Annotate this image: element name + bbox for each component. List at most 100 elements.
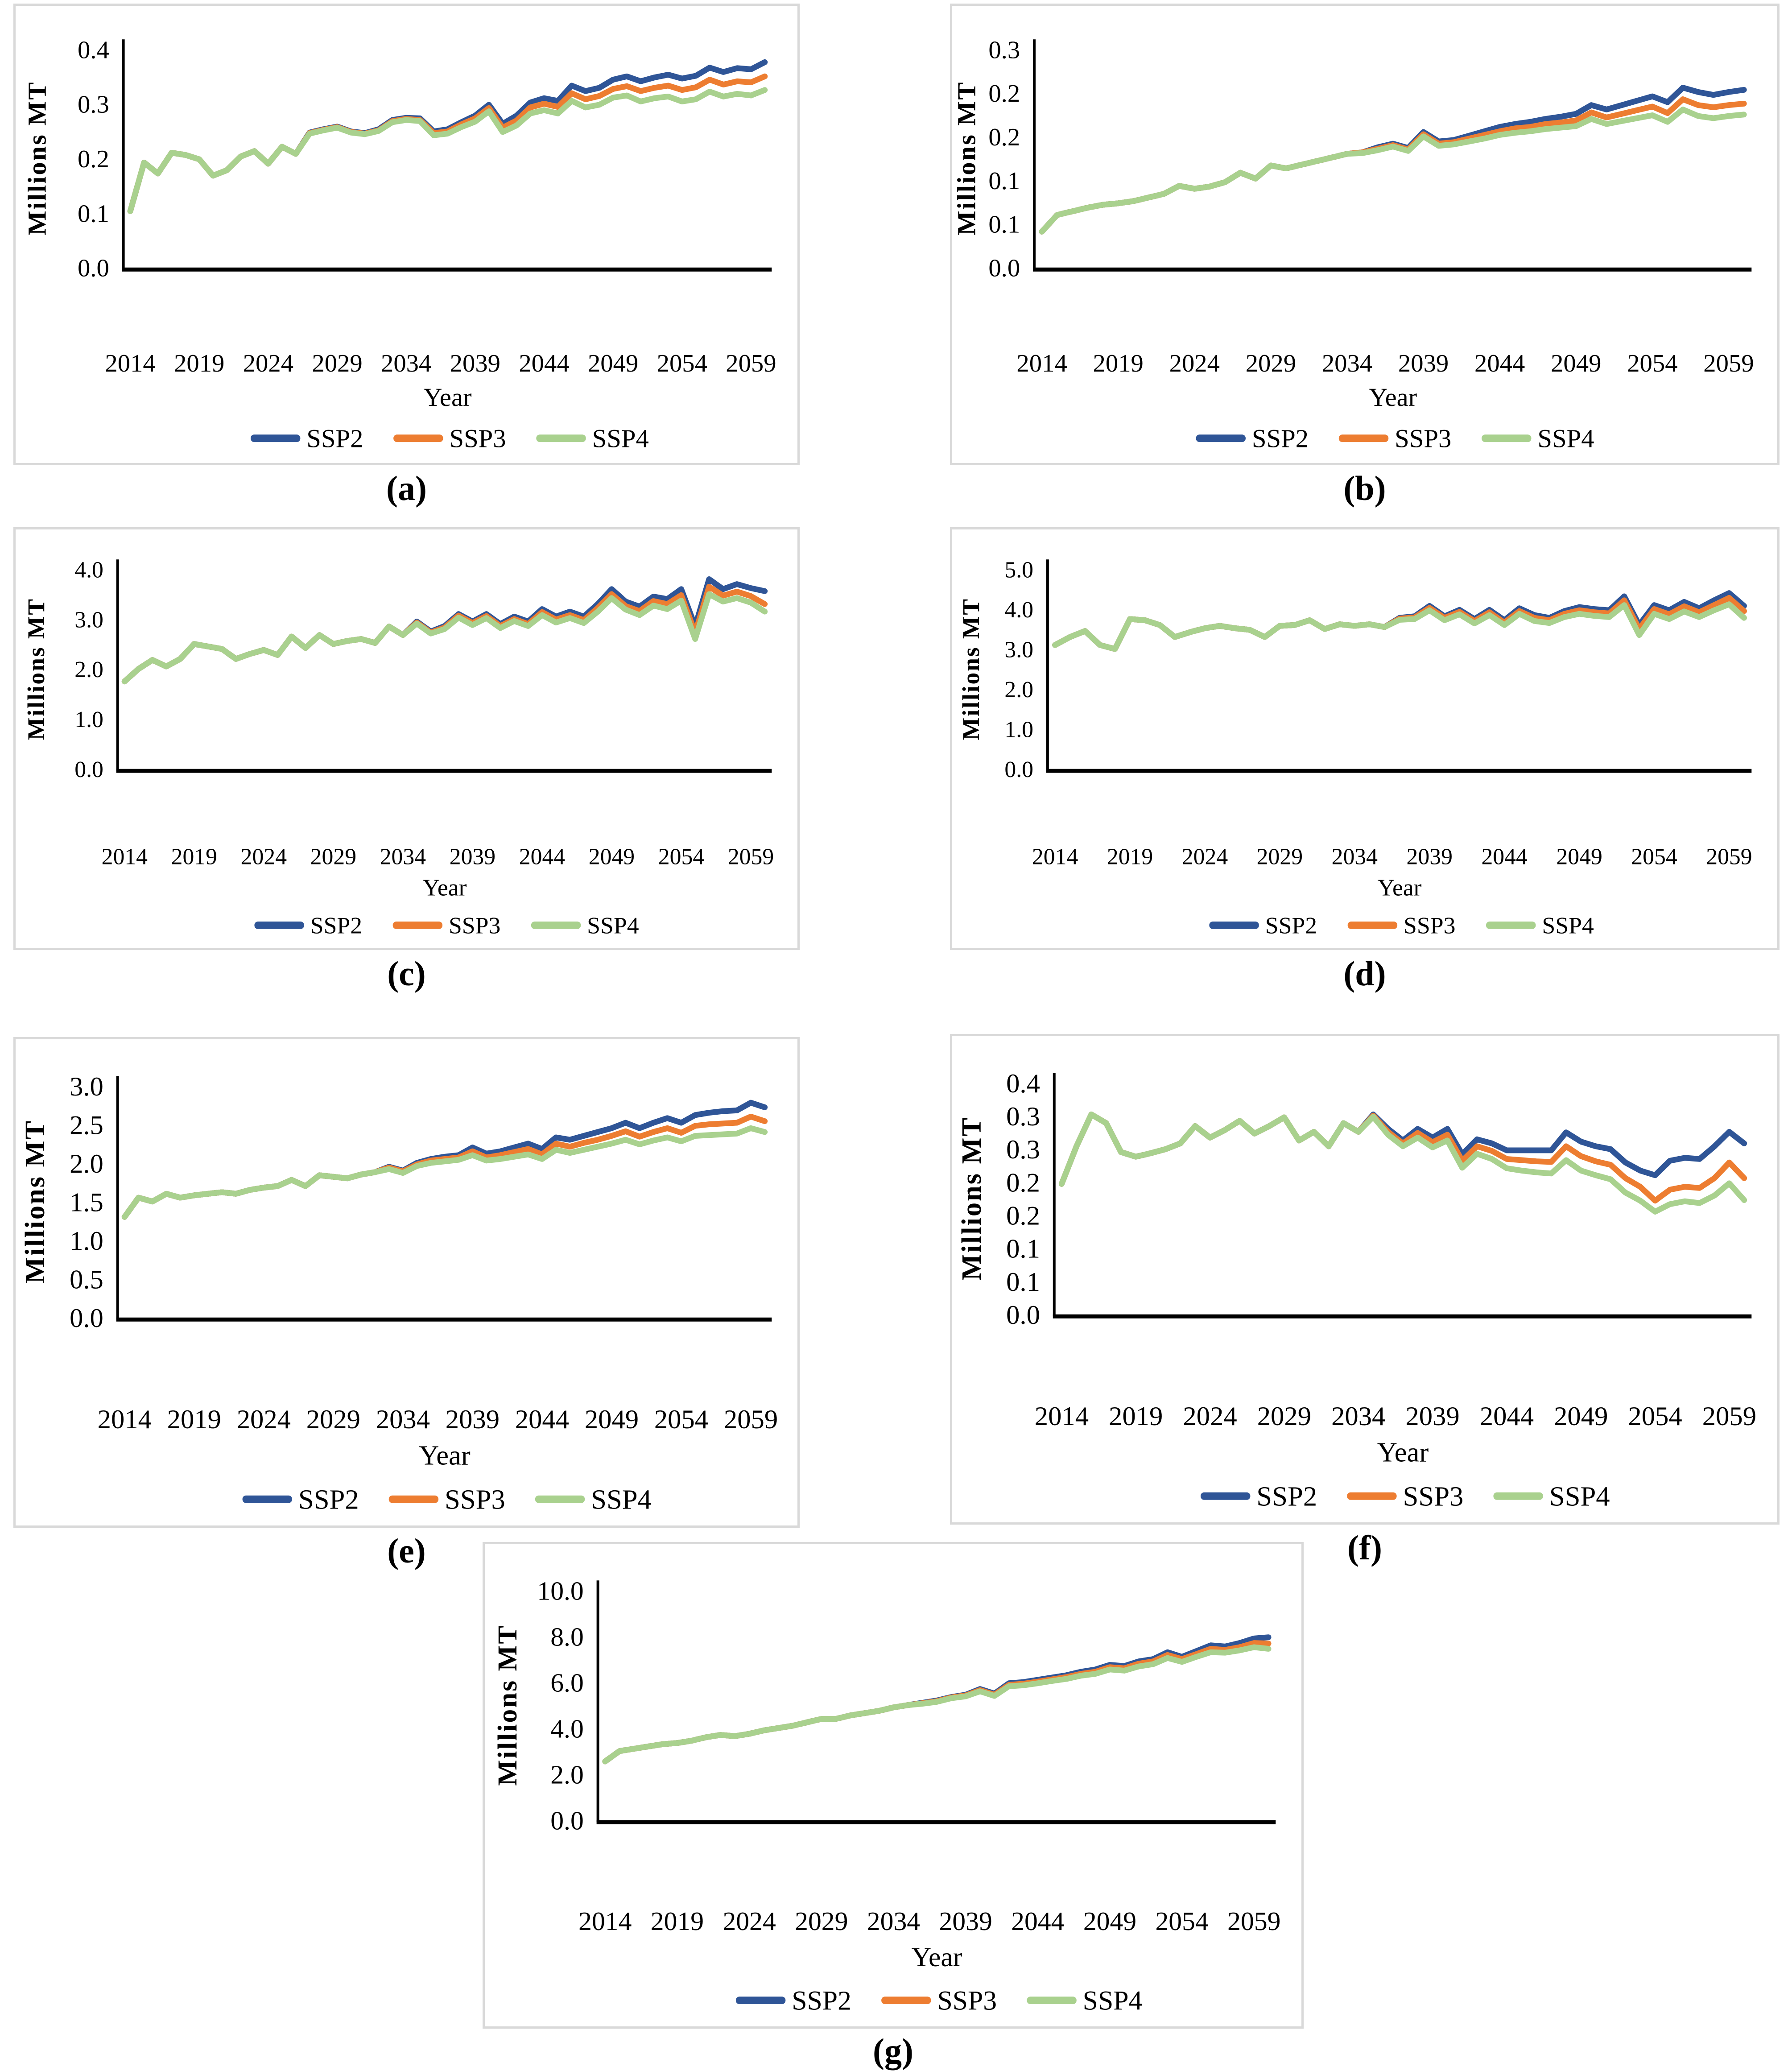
y-tick-label: 4.0 xyxy=(74,558,103,583)
legend-label-ssp3: SSP3 xyxy=(1395,424,1451,453)
x-tick-label: 2014 xyxy=(98,1405,152,1434)
y-tick-label: 0.4 xyxy=(1006,1069,1040,1099)
x-tick-label: 2049 xyxy=(588,350,638,377)
x-tick-label: 2019 xyxy=(1107,844,1153,870)
legend-label-ssp2: SSP2 xyxy=(792,1986,851,2016)
legend-swatch-ssp2 xyxy=(242,1495,292,1503)
x-axis-title: Year xyxy=(419,1440,471,1471)
x-axis-title: Year xyxy=(423,383,471,412)
x-tick-label: 2024 xyxy=(241,844,287,870)
chart-panel-c: 4.0 3.0 2.0 1.0 0.0 2014 2019 2024 2029 2034 2039 2… xyxy=(13,527,800,950)
chart-panel-d: 5.0 4.0 3.0 2.0 1.0 0.0 2014 2019 2024 2029 2034 20… xyxy=(950,527,1780,950)
x-tick-label: 2034 xyxy=(376,1405,430,1434)
x-tick-label: 2034 xyxy=(381,350,431,377)
legend-label-ssp2: SSP2 xyxy=(298,1484,359,1515)
x-tick-label: 2039 xyxy=(446,1405,500,1434)
x-tick-label: 2059 xyxy=(726,350,776,377)
panel-caption-a: (a) xyxy=(386,469,427,508)
y-tick-label: 0.1 xyxy=(988,167,1020,195)
legend-swatch-ssp3 xyxy=(388,1495,439,1503)
y-axis-title: Millions MT xyxy=(958,598,984,740)
chart-panel-f: 0.4 0.3 0.3 0.2 0.2 0.1 0.1 0.0 2014 2019 2024 2029… xyxy=(950,1034,1780,1525)
x-tick-label: 2039 xyxy=(450,844,495,870)
x-tick-label: 2059 xyxy=(1702,1401,1756,1431)
legend-label-ssp2: SSP2 xyxy=(306,424,363,453)
x-tick-label: 2054 xyxy=(654,1405,708,1434)
x-tick-label: 2029 xyxy=(1257,1401,1311,1431)
y-axis-title: Millions MT xyxy=(19,1120,50,1283)
x-axis-title: Year xyxy=(423,874,467,901)
y-tick-label: 0.4 xyxy=(78,36,109,64)
legend-label-ssp4: SSP4 xyxy=(1542,912,1594,939)
x-tick-label: 2044 xyxy=(519,350,569,377)
x-tick-label: 2014 xyxy=(105,350,155,377)
legend-label-ssp2: SSP2 xyxy=(310,912,362,939)
series-line-ssp4 xyxy=(1058,1112,1747,1215)
y-tick-label: 0.3 xyxy=(78,91,109,119)
line-chart-g: 10.0 8.0 6.0 4.0 2.0 0.0 2014 2019 2024 2029 2034 2… xyxy=(492,1576,1281,2016)
legend-label-ssp3: SSP3 xyxy=(1404,912,1455,939)
x-tick-label: 2059 xyxy=(1703,350,1754,377)
x-tick-label: 2049 xyxy=(585,1405,639,1434)
y-tick-label: 0.1 xyxy=(78,200,109,227)
x-tick-label: 2019 xyxy=(171,844,217,870)
x-tick-label: 2054 xyxy=(1627,350,1677,377)
series-line-ssp4 xyxy=(121,591,768,685)
y-axis-title: Millions MT xyxy=(23,81,52,236)
legend-label-ssp4: SSP4 xyxy=(1537,424,1594,453)
legend-label-ssp4: SSP4 xyxy=(587,912,639,939)
panel-caption-d: (d) xyxy=(1343,954,1386,993)
x-tick-label: 2019 xyxy=(1109,1401,1163,1431)
legend-swatch-ssp2 xyxy=(254,921,304,929)
y-axis-title: Millions MT xyxy=(952,81,981,236)
x-tick-label: 2029 xyxy=(795,1906,848,1936)
x-tick-label: 2024 xyxy=(1182,844,1228,870)
legend-swatch-ssp4 xyxy=(531,921,581,929)
legend-swatch-ssp2 xyxy=(250,434,301,442)
panel-caption-g: (g) xyxy=(873,2031,913,2070)
panel-caption-c: (c) xyxy=(387,954,426,993)
y-tick-label: 0.0 xyxy=(78,255,109,282)
y-tick-label: 0.0 xyxy=(74,757,103,782)
y-tick-label: 3.0 xyxy=(74,607,103,632)
y-tick-label: 0.2 xyxy=(78,145,109,173)
chart-panel-b: 0.3 0.2 0.2 0.1 0.1 0.0 2014 2019 2024 2029 2034 20… xyxy=(950,4,1780,465)
x-tick-label: 2024 xyxy=(723,1906,776,1936)
x-tick-label: 2029 xyxy=(306,1405,360,1434)
x-axis-title: Year xyxy=(1369,383,1417,412)
series-line-ssp4 xyxy=(602,1644,1272,1765)
x-tick-label: 2014 xyxy=(1035,1401,1089,1431)
legend-label-ssp2: SSP2 xyxy=(1265,912,1317,939)
chart-panel-e: 3.0 2.5 2.0 1.5 1.0 0.5 0.0 2014 2019 2024 2029 203… xyxy=(13,1037,800,1528)
x-tick-label: 2059 xyxy=(1706,844,1752,870)
x-tick-label: 2019 xyxy=(167,1405,221,1434)
y-tick-label: 3.0 xyxy=(1004,637,1033,663)
y-tick-label: 8.0 xyxy=(550,1622,584,1652)
y-tick-label: 1.0 xyxy=(74,707,103,732)
legend-swatch-ssp4 xyxy=(1493,1492,1543,1500)
x-tick-label: 2049 xyxy=(1551,350,1601,377)
y-tick-label: 0.1 xyxy=(988,211,1020,239)
x-tick-label: 2059 xyxy=(728,844,774,870)
x-tick-label: 2014 xyxy=(1032,844,1078,870)
y-tick-label: 4.0 xyxy=(1004,597,1033,623)
x-tick-label: 2059 xyxy=(1227,1906,1280,1936)
x-tick-label: 2034 xyxy=(1322,350,1372,377)
y-tick-label: 0.2 xyxy=(1006,1201,1040,1231)
x-axis-title: Year xyxy=(1378,874,1422,901)
x-tick-label: 2054 xyxy=(657,350,707,377)
x-tick-label: 2029 xyxy=(310,844,356,870)
y-tick-label: 1.0 xyxy=(1004,717,1033,742)
legend-label-ssp3: SSP3 xyxy=(1403,1480,1464,1512)
legend-swatch-ssp4 xyxy=(1486,921,1536,929)
line-chart-e: 3.0 2.5 2.0 1.5 1.0 0.5 0.0 2014 2019 2024 2029 203… xyxy=(19,1072,778,1515)
x-tick-label: 2054 xyxy=(1628,1401,1682,1431)
x-tick-label: 2034 xyxy=(1332,844,1378,870)
y-tick-label: 2.0 xyxy=(550,1760,584,1790)
line-chart-c: 4.0 3.0 2.0 1.0 0.0 2014 2019 2024 2029 2034 2039 2… xyxy=(23,558,774,939)
legend-swatch-ssp3 xyxy=(1347,921,1398,929)
legend-swatch-ssp3 xyxy=(881,1997,931,2005)
series-line-ssp3 xyxy=(121,1113,768,1220)
x-tick-label: 2039 xyxy=(450,350,500,377)
